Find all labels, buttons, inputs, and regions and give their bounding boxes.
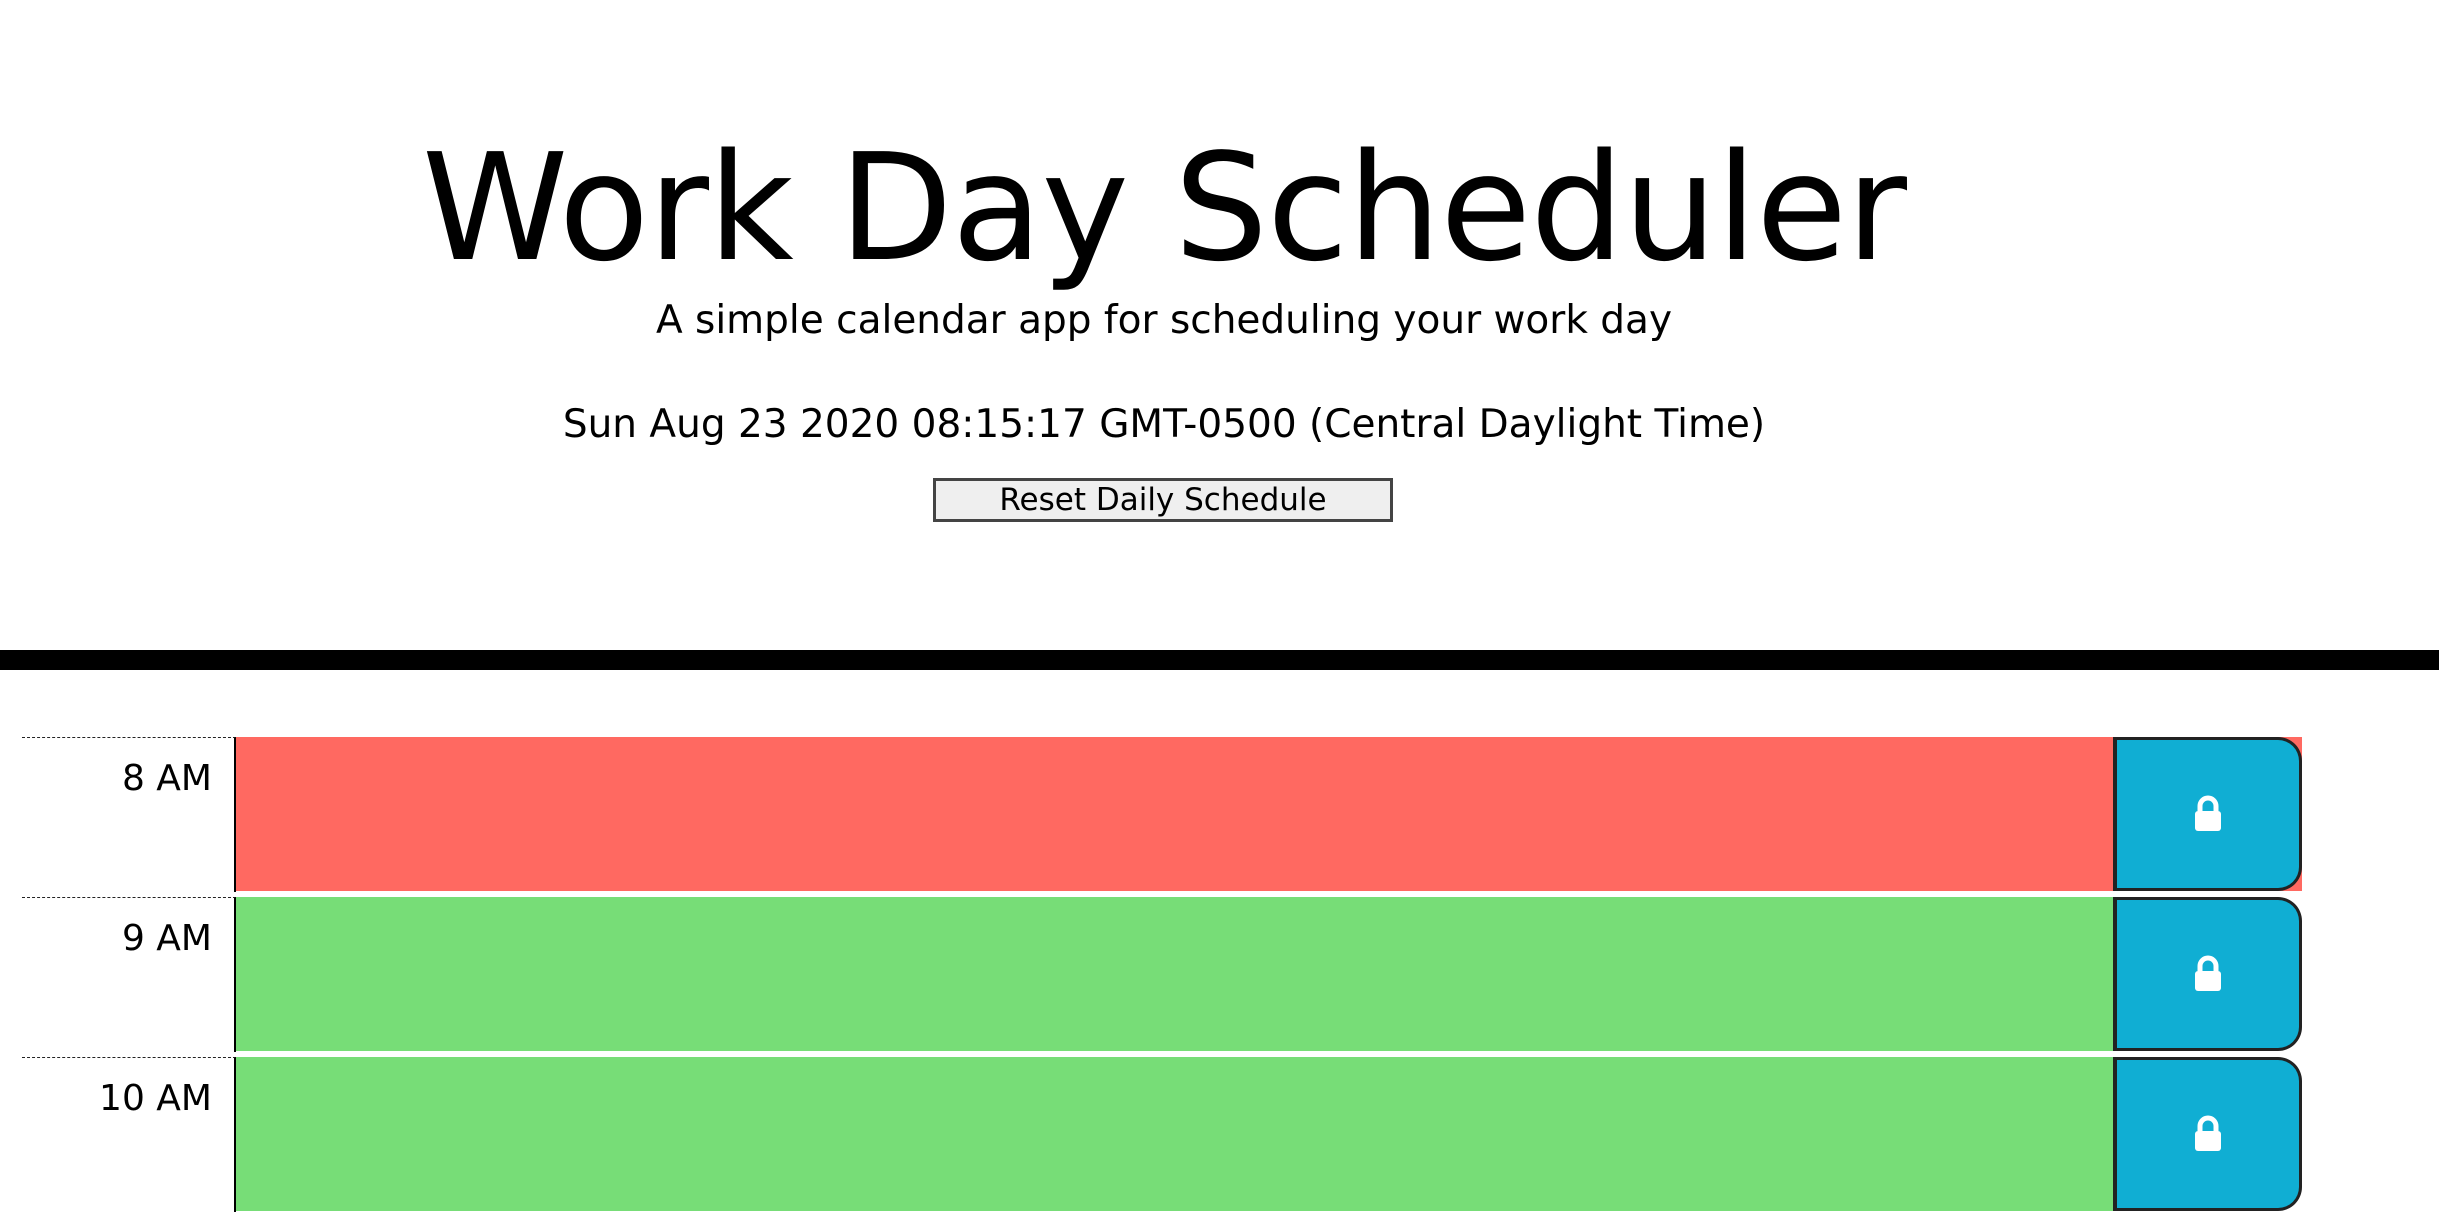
current-date-time: Sun Aug 23 2020 08:15:17 GMT-0500 (Centr… [562, 402, 1766, 447]
hour-label: 8 AM [22, 737, 236, 892]
page-subtitle: A simple calendar app for scheduling you… [655, 298, 1673, 343]
lock-icon [2195, 1115, 2221, 1151]
page-title: Work Day Scheduler [421, 122, 1907, 294]
save-button[interactable] [2113, 897, 2302, 1051]
save-button[interactable] [2113, 737, 2302, 891]
save-button[interactable] [2113, 1057, 2302, 1211]
header: Work Day Scheduler A simple calendar app… [421, 122, 1908, 522]
lock-icon [2195, 795, 2221, 831]
event-description-input[interactable] [236, 1057, 2136, 1211]
hour-label: 9 AM [22, 897, 236, 1052]
time-block-row: 9 AM [22, 895, 2302, 1052]
lock-icon [2195, 955, 2221, 991]
hour-label: 10 AM [22, 1057, 236, 1212]
event-description-input[interactable] [236, 897, 2136, 1051]
time-block-row: 10 AM [22, 1055, 2302, 1212]
reset-schedule-button[interactable]: Reset Daily Schedule [933, 478, 1393, 522]
time-block-row: 8 AM [22, 735, 2302, 892]
header-divider [0, 650, 2439, 670]
event-description-input[interactable] [236, 737, 2136, 891]
